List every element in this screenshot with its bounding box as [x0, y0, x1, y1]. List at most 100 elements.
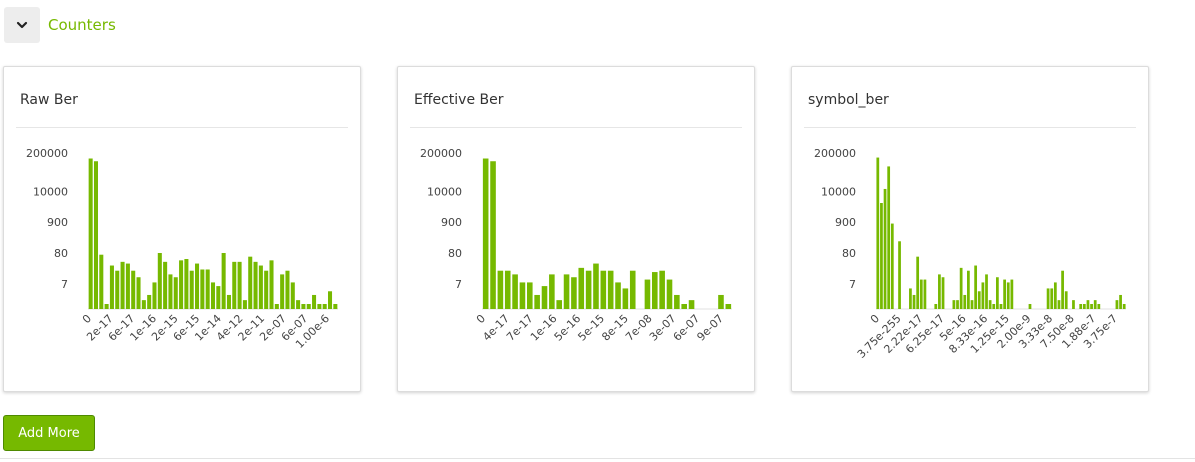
- bar[interactable]: [563, 274, 570, 309]
- bar[interactable]: [876, 157, 880, 309]
- bar[interactable]: [1115, 300, 1119, 309]
- bar[interactable]: [205, 269, 210, 309]
- bar[interactable]: [999, 304, 1003, 309]
- bar[interactable]: [189, 270, 194, 309]
- bar[interactable]: [938, 274, 941, 309]
- bar[interactable]: [184, 259, 189, 309]
- bar[interactable]: [93, 161, 98, 309]
- bar[interactable]: [916, 256, 920, 309]
- bar[interactable]: [264, 270, 269, 309]
- bar[interactable]: [1079, 304, 1083, 309]
- bar[interactable]: [1061, 270, 1064, 309]
- bar[interactable]: [1082, 304, 1086, 309]
- bar[interactable]: [890, 223, 894, 309]
- bar[interactable]: [519, 282, 526, 309]
- bar[interactable]: [1046, 288, 1050, 309]
- bar[interactable]: [912, 294, 916, 309]
- bar[interactable]: [221, 253, 226, 309]
- bar[interactable]: [232, 261, 237, 309]
- bar[interactable]: [173, 277, 178, 309]
- bar[interactable]: [883, 188, 887, 309]
- bar[interactable]: [1122, 304, 1126, 309]
- bar[interactable]: [109, 265, 114, 309]
- bar[interactable]: [237, 261, 242, 309]
- bar[interactable]: [99, 254, 104, 309]
- bar[interactable]: [681, 304, 687, 309]
- bar[interactable]: [274, 304, 279, 309]
- bar[interactable]: [919, 279, 923, 309]
- bar[interactable]: [1028, 304, 1032, 309]
- collapse-button[interactable]: [4, 7, 40, 43]
- bar[interactable]: [125, 263, 130, 309]
- bar[interactable]: [607, 270, 614, 309]
- bar[interactable]: [242, 300, 247, 309]
- bar[interactable]: [490, 161, 496, 309]
- bar[interactable]: [1064, 291, 1068, 309]
- bar[interactable]: [317, 304, 322, 309]
- section-title[interactable]: Counters: [48, 16, 116, 34]
- bar[interactable]: [666, 279, 673, 309]
- bar[interactable]: [992, 304, 996, 309]
- bar[interactable]: [1093, 300, 1097, 309]
- bar[interactable]: [985, 274, 988, 309]
- bar[interactable]: [622, 288, 629, 309]
- bar[interactable]: [909, 288, 912, 309]
- bar[interactable]: [963, 294, 967, 309]
- bar[interactable]: [534, 294, 540, 309]
- bar[interactable]: [527, 282, 533, 309]
- bar[interactable]: [956, 300, 959, 309]
- bar[interactable]: [1086, 300, 1090, 309]
- bar[interactable]: [688, 300, 695, 309]
- bar[interactable]: [195, 263, 200, 309]
- bar[interactable]: [941, 277, 945, 309]
- bar[interactable]: [322, 304, 327, 309]
- bar[interactable]: [923, 279, 927, 309]
- bar[interactable]: [1053, 282, 1057, 309]
- bar[interactable]: [549, 274, 555, 309]
- bar[interactable]: [497, 270, 504, 309]
- bar[interactable]: [104, 304, 109, 309]
- bar[interactable]: [887, 166, 891, 309]
- bar[interactable]: [571, 277, 577, 309]
- bar[interactable]: [512, 274, 518, 309]
- bar[interactable]: [200, 269, 205, 309]
- bar[interactable]: [312, 294, 317, 309]
- bar[interactable]: [285, 270, 290, 309]
- bar[interactable]: [482, 158, 489, 309]
- bar[interactable]: [578, 267, 585, 309]
- bar[interactable]: [959, 267, 963, 309]
- bar[interactable]: [600, 270, 607, 309]
- bar[interactable]: [652, 272, 658, 309]
- bar[interactable]: [141, 300, 146, 309]
- bar[interactable]: [967, 270, 970, 309]
- bar[interactable]: [974, 265, 978, 309]
- bar[interactable]: [210, 282, 216, 309]
- bar[interactable]: [131, 270, 136, 309]
- bar[interactable]: [996, 277, 999, 309]
- bar[interactable]: [216, 286, 221, 309]
- bar[interactable]: [306, 304, 311, 309]
- bar[interactable]: [253, 261, 258, 309]
- bar[interactable]: [718, 294, 724, 309]
- bar[interactable]: [120, 261, 125, 309]
- bar[interactable]: [1050, 288, 1054, 309]
- bar[interactable]: [290, 282, 295, 309]
- bar[interactable]: [541, 286, 548, 309]
- bar[interactable]: [328, 291, 333, 309]
- bar[interactable]: [1006, 282, 1010, 309]
- bar[interactable]: [659, 270, 665, 309]
- bar[interactable]: [152, 282, 157, 309]
- bar[interactable]: [556, 300, 562, 309]
- bar[interactable]: [1057, 300, 1061, 309]
- bar[interactable]: [115, 270, 120, 309]
- bar[interactable]: [504, 270, 511, 309]
- bar[interactable]: [615, 282, 621, 309]
- bar[interactable]: [970, 300, 974, 309]
- bar[interactable]: [988, 300, 992, 309]
- add-more-button[interactable]: Add More: [3, 415, 95, 451]
- bar[interactable]: [585, 270, 592, 309]
- bar[interactable]: [1010, 279, 1014, 309]
- bar[interactable]: [163, 261, 168, 309]
- bar[interactable]: [1090, 304, 1093, 309]
- bar[interactable]: [258, 265, 263, 309]
